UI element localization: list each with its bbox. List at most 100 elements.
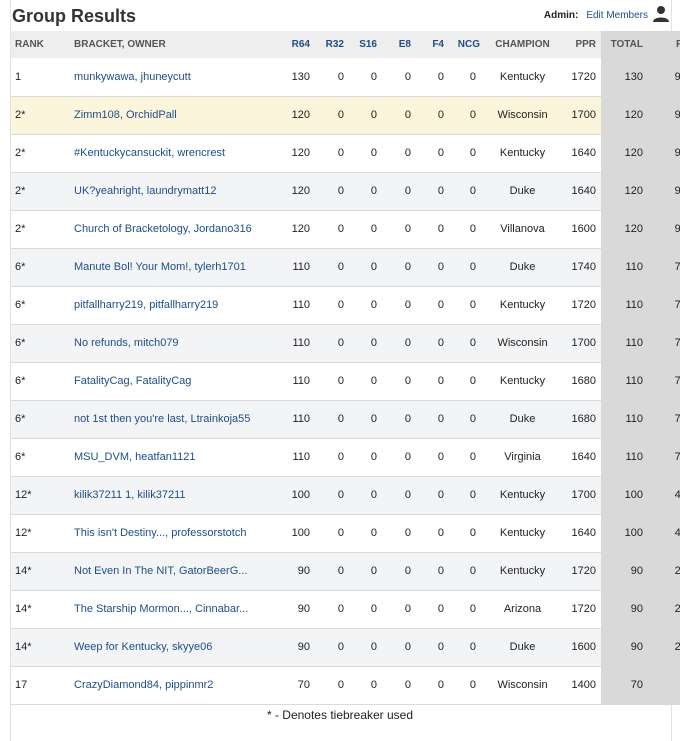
s16-cell: 0	[352, 666, 385, 705]
ncg-cell: 0	[452, 172, 484, 211]
rank-cell: 14*	[11, 628, 68, 667]
bracket-owner-link[interactable]: Weep for Kentucky, skyye06	[68, 628, 265, 667]
r32-cell: 0	[318, 476, 352, 515]
bracket-owner-link[interactable]: CrazyDiamond84, pippinmr2	[68, 666, 265, 705]
pct-cell: 92.2	[651, 96, 680, 135]
bracket-owner-link[interactable]: Church of Bracketology, Jordano316	[68, 210, 265, 249]
ncg-cell: 0	[452, 438, 484, 477]
f4-cell: 0	[419, 628, 452, 667]
champion-cell: Kentucky	[484, 362, 561, 401]
ppr-cell: 1720	[561, 590, 601, 629]
s16-cell: 0	[352, 590, 385, 629]
col-total-header[interactable]: TOTAL	[601, 31, 651, 58]
r64-cell: 110	[265, 438, 318, 477]
person-icon[interactable]	[652, 5, 670, 23]
bracket-owner-link[interactable]: Manute Bol! Your Mom!, tylerh1701	[68, 248, 265, 287]
col-bracket-header[interactable]: BRACKET, OWNER	[68, 31, 265, 58]
rank-cell: 6*	[11, 438, 68, 477]
bracket-owner-link[interactable]: The Starship Mormon..., Cinnabar...	[68, 590, 265, 629]
bracket-owner-link[interactable]: not 1st then you're last, Ltrainkoja55	[68, 400, 265, 439]
pct-cell: 48.9	[651, 476, 680, 515]
e8-cell: 0	[385, 628, 419, 667]
rank-cell: 6*	[11, 286, 68, 325]
col-e8-header[interactable]: E8	[385, 31, 419, 58]
ncg-cell: 0	[452, 552, 484, 591]
e8-cell: 0	[385, 324, 419, 363]
rank-cell: 6*	[11, 400, 68, 439]
col-rank-header[interactable]: RANK	[11, 31, 68, 58]
e8-cell: 0	[385, 286, 419, 325]
rank-cell: 2*	[11, 172, 68, 211]
bracket-owner-link[interactable]: This isn't Destiny..., professorstotch	[68, 514, 265, 553]
bracket-owner-link[interactable]: Zimm108, OrchidPall	[68, 96, 265, 135]
bracket-owner-link[interactable]: UK?yeahright, laundrymatt12	[68, 172, 265, 211]
total-cell: 100	[601, 476, 651, 515]
ncg-cell: 0	[452, 400, 484, 439]
bracket-owner-link[interactable]: Not Even In The NIT, GatorBeerG...	[68, 552, 265, 591]
e8-cell: 0	[385, 666, 419, 705]
e8-cell: 0	[385, 514, 419, 553]
page-header: Group Results Admin: Edit Members	[12, 4, 672, 30]
col-r32-header[interactable]: R32	[318, 31, 352, 58]
r32-cell: 0	[318, 400, 352, 439]
ppr-cell: 1400	[561, 666, 601, 705]
pct-cell: 72.9	[651, 438, 680, 477]
edit-members-link[interactable]: Edit Members	[586, 10, 648, 21]
bracket-owner-link[interactable]: pitfallharry219, pitfallharry219	[68, 286, 265, 325]
table-row: 6* Manute Bol! Your Mom!, tylerh1701 110 0 0…	[11, 248, 680, 287]
col-r64-header[interactable]: R64	[265, 31, 318, 58]
s16-cell: 0	[352, 476, 385, 515]
r64-cell: 100	[265, 514, 318, 553]
bracket-owner-link[interactable]: MSU_DVM, heatfan1121	[68, 438, 265, 477]
bracket-owner-link[interactable]: kilik37211 1, kilik37211	[68, 476, 265, 515]
champion-cell: Wisconsin	[484, 96, 561, 135]
ppr-cell: 1700	[561, 96, 601, 135]
bracket-owner-link[interactable]: FatalityCag, FatalityCag	[68, 362, 265, 401]
col-ncg-header[interactable]: NCG	[452, 31, 484, 58]
pct-cell: 27.2	[651, 628, 680, 667]
table-row: 14* Not Even In The NIT, GatorBeerG... 90 0…	[11, 552, 680, 591]
r64-cell: 110	[265, 286, 318, 325]
col-champion-header[interactable]: CHAMPION	[484, 31, 561, 58]
r64-cell: 110	[265, 362, 318, 401]
r32-cell: 0	[318, 362, 352, 401]
table-row: 12* This isn't Destiny..., professorstotc…	[11, 514, 680, 553]
total-cell: 120	[601, 96, 651, 135]
f4-cell: 0	[419, 324, 452, 363]
col-s16-header[interactable]: S16	[352, 31, 385, 58]
r64-cell: 100	[265, 476, 318, 515]
bracket-owner-link[interactable]: munkywawa, jhuneycutt	[68, 58, 265, 97]
ppr-cell: 1720	[561, 58, 601, 97]
total-cell: 110	[601, 362, 651, 401]
col-pct-header[interactable]: PCT	[651, 31, 680, 58]
champion-cell: Wisconsin	[484, 324, 561, 363]
s16-cell: 0	[352, 400, 385, 439]
f4-cell: 0	[419, 362, 452, 401]
rank-cell: 1	[11, 58, 68, 97]
champion-cell: Duke	[484, 248, 561, 287]
e8-cell: 0	[385, 476, 419, 515]
r64-cell: 110	[265, 248, 318, 287]
table-row: 14* Weep for Kentucky, skyye06 90 0 0 0 0 0 Duke…	[11, 628, 680, 667]
bracket-owner-link[interactable]: #Kentuckycansuckit, wrencrest	[68, 134, 265, 173]
f4-cell: 0	[419, 514, 452, 553]
col-f4-header[interactable]: F4	[419, 31, 452, 58]
ncg-cell: 0	[452, 210, 484, 249]
f4-cell: 0	[419, 666, 452, 705]
r64-cell: 90	[265, 552, 318, 591]
col-ppr-header[interactable]: PPR	[561, 31, 601, 58]
pct-cell: 27.2	[651, 552, 680, 591]
results-table: RANK BRACKET, OWNER R64 R32 S16 E8 F4 NC…	[11, 31, 680, 705]
pct-cell: 98.7	[651, 58, 680, 97]
table-row: 12* kilik37211 1, kilik37211 100 0 0 0 0 0 Kentu…	[11, 476, 680, 515]
total-cell: 70	[601, 666, 651, 705]
r64-cell: 120	[265, 96, 318, 135]
bracket-owner-link[interactable]: No refunds, mitch079	[68, 324, 265, 363]
s16-cell: 0	[352, 134, 385, 173]
r32-cell: 0	[318, 286, 352, 325]
e8-cell: 0	[385, 210, 419, 249]
r32-cell: 0	[318, 134, 352, 173]
table-row: 6* No refunds, mitch079 110 0 0 0 0 0 Wisconsin 1…	[11, 324, 680, 363]
s16-cell: 0	[352, 552, 385, 591]
champion-cell: Villanova	[484, 210, 561, 249]
